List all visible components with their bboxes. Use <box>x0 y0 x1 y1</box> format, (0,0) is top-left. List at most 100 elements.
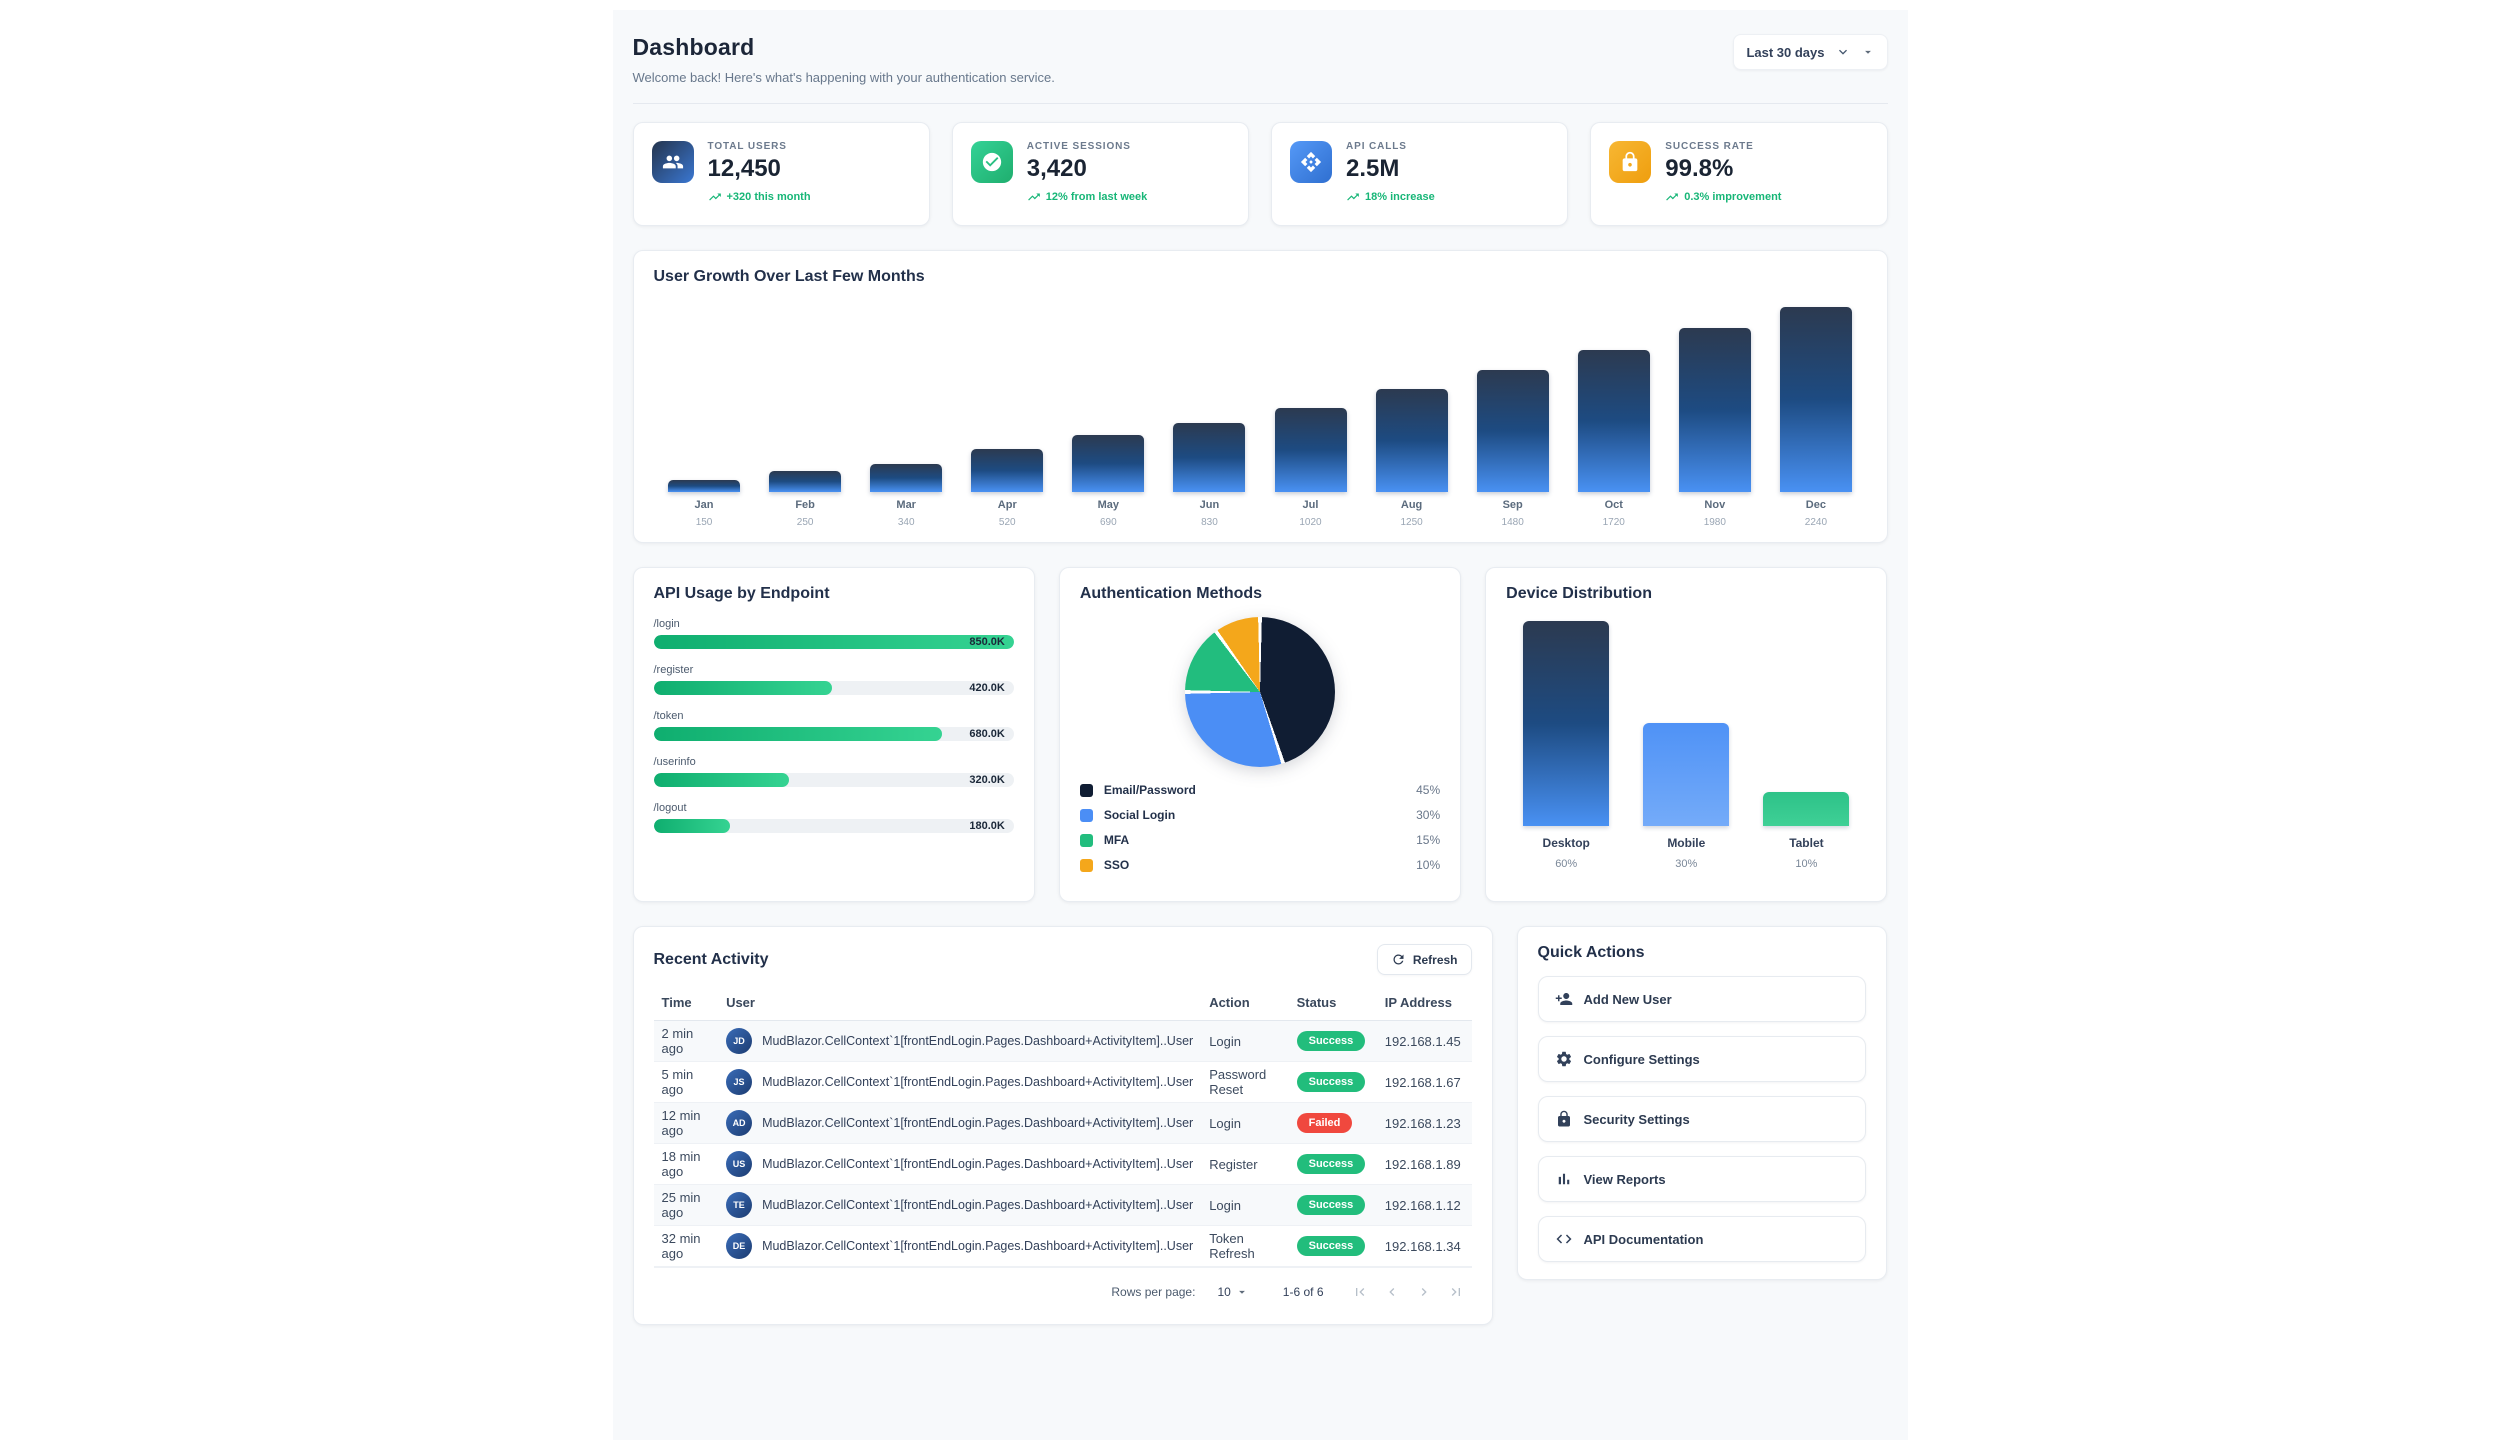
user-growth-card: User Growth Over Last Few Months Jan 150 F… <box>632 250 1888 543</box>
growth-bar <box>1072 435 1145 492</box>
chevron-left-icon <box>1388 1288 1394 1296</box>
table-row[interactable]: 2 min ago JD MudBlazor.CellContext`1[front… <box>653 1020 1472 1062</box>
cell-action: Register <box>1201 1143 1289 1185</box>
next-page-button[interactable] <box>1412 1280 1436 1304</box>
growth-bar-column <box>755 300 856 492</box>
api-endpoint-bar <box>653 773 790 787</box>
first-page-button[interactable] <box>1348 1280 1372 1304</box>
column-header-status: Status <box>1288 987 1377 1021</box>
status-badge: Success <box>1296 1154 1366 1174</box>
api-endpoint-track: 420.0K <box>653 681 1014 695</box>
quick-action-api-documentation[interactable]: API Documentation <box>1537 1216 1866 1262</box>
status-badge: Success <box>1296 1031 1366 1051</box>
quick-action-add-new-user[interactable]: Add New User <box>1537 976 1866 1022</box>
activity-table: Time User Action Status IP Address 2 min ago… <box>653 987 1472 1267</box>
device-label: Mobile 30% <box>1626 836 1746 870</box>
growth-axis-label: Jun 830 <box>1159 499 1260 528</box>
table-row[interactable]: 18 min ago US MudBlazor.CellContext`1[fron… <box>653 1143 1472 1185</box>
device-bar <box>1643 723 1730 826</box>
column-header-user: User <box>718 987 1202 1021</box>
device-distribution-title: Device Distribution <box>1506 585 1652 602</box>
growth-bar <box>1173 423 1246 492</box>
status-badge: Success <box>1296 1195 1366 1215</box>
user-name: MudBlazor.CellContext`1[frontEndLogin.Pa… <box>762 1034 1194 1048</box>
stat-trend: +320 this month <box>708 190 811 204</box>
column-header-action: Action <box>1201 987 1289 1021</box>
growth-axis-label: Apr 520 <box>957 499 1058 528</box>
cell-status: Success <box>1288 1061 1377 1103</box>
growth-month-label: Mar <box>896 499 916 511</box>
growth-value-label: 1720 <box>1602 517 1625 528</box>
growth-bar-column <box>1058 300 1159 492</box>
legend-swatch <box>1079 833 1093 847</box>
stat-card-body: ACTIVE SESSIONS 3,420 12% from last week <box>1027 141 1148 204</box>
cell-status: Success <box>1288 1143 1377 1185</box>
legend-percentage: 15% <box>1416 833 1441 847</box>
page-header-text: Dashboard Welcome back! Here's what's ha… <box>633 34 1055 85</box>
growth-month-label: Nov <box>1704 499 1726 511</box>
dashboard-page: Dashboard Welcome back! Here's what's ha… <box>612 10 1908 1440</box>
user-name: MudBlazor.CellContext`1[frontEndLogin.Pa… <box>762 1239 1194 1253</box>
growth-bar <box>668 480 741 492</box>
growth-bar <box>1678 328 1751 492</box>
api-endpoint-label: /token <box>653 710 684 722</box>
previous-page-button[interactable] <box>1380 1280 1404 1304</box>
page-header: Dashboard Welcome back! Here's what's ha… <box>632 34 1888 104</box>
cell-time: 5 min ago <box>653 1061 719 1103</box>
growth-month-label: Aug <box>1400 499 1423 511</box>
growth-axis-label: Dec 2240 <box>1765 499 1866 528</box>
table-row[interactable]: 25 min ago TE MudBlazor.CellContext`1[fron… <box>653 1184 1472 1226</box>
api-endpoint-label: /logout <box>653 802 687 814</box>
cell-action: Password Reset <box>1201 1061 1289 1103</box>
growth-value-label: 1250 <box>1400 517 1423 528</box>
user-name: MudBlazor.CellContext`1[frontEndLogin.Pa… <box>762 1116 1194 1130</box>
rows-per-page-select[interactable]: 10 <box>1217 1285 1248 1299</box>
last-page-button[interactable] <box>1444 1280 1468 1304</box>
legend-swatch <box>1079 858 1093 872</box>
table-row[interactable]: 32 min ago DE MudBlazor.CellContext`1[fron… <box>653 1225 1472 1267</box>
growth-bar <box>1779 307 1852 492</box>
cell-user: TE MudBlazor.CellContext`1[frontEndLogin.… <box>718 1184 1202 1226</box>
api-endpoint-value: 850.0K <box>969 636 1005 648</box>
column-header-ip-address: IP Address <box>1376 987 1472 1021</box>
date-range-select[interactable]: Last 30 days <box>1733 34 1888 70</box>
cell-time: 25 min ago <box>653 1184 719 1226</box>
cell-action: Token Refresh <box>1201 1225 1289 1267</box>
stat-trend: 0.3% improvement <box>1665 190 1781 204</box>
growth-value-label: 340 <box>897 517 915 528</box>
api-endpoint-row: /login 850.0K <box>653 618 1014 649</box>
refresh-button[interactable]: Refresh <box>1376 944 1472 975</box>
quick-action-view-reports[interactable]: View Reports <box>1537 1156 1866 1202</box>
device-name: Tablet <box>1789 836 1824 850</box>
growth-month-label: Oct <box>1604 499 1623 511</box>
stat-icon-badge <box>651 141 694 183</box>
avatar: US <box>726 1151 753 1177</box>
api-usage-title: API Usage by Endpoint <box>653 585 830 602</box>
quick-action-security-settings[interactable]: Security Settings <box>1537 1096 1866 1142</box>
api-endpoint-value: 420.0K <box>969 682 1005 694</box>
quick-action-label: Security Settings <box>1583 1111 1690 1127</box>
stat-trend: 12% from last week <box>1027 190 1147 204</box>
table-row[interactable]: 5 min ago JS MudBlazor.CellContext`1[front… <box>653 1061 1472 1103</box>
growth-axis-label: Sep 1480 <box>1462 499 1563 528</box>
api-endpoint-track: 320.0K <box>653 773 1014 787</box>
growth-bar <box>1274 408 1347 492</box>
table-row[interactable]: 12 min ago AD MudBlazor.CellContext`1[fron… <box>653 1102 1472 1144</box>
api-endpoint-row: /token 680.0K <box>653 710 1014 741</box>
bottom-row: Recent Activity Refresh Time User Action St… <box>632 926 1888 1325</box>
device-label: Desktop 60% <box>1506 836 1626 870</box>
cell-ip-address: 192.168.1.67 <box>1376 1061 1472 1103</box>
api-endpoint-value: 320.0K <box>969 774 1005 786</box>
recent-activity-card: Recent Activity Refresh Time User Action St… <box>632 926 1493 1325</box>
quick-action-configure-settings[interactable]: Configure Settings <box>1537 1036 1866 1082</box>
legend-percentage: 30% <box>1416 808 1441 822</box>
auth-methods-title: Authentication Methods <box>1079 585 1263 602</box>
cell-status: Failed <box>1288 1102 1377 1144</box>
user-cell: DE MudBlazor.CellContext`1[frontEndLogin.… <box>726 1233 1193 1259</box>
growth-axis-label: May 690 <box>1058 499 1159 528</box>
cell-ip-address: 192.168.1.12 <box>1376 1184 1472 1226</box>
growth-axis-label: Feb 250 <box>755 499 856 528</box>
api-endpoint-bar <box>653 819 730 833</box>
user-cell: JS MudBlazor.CellContext`1[frontEndLogin.… <box>726 1069 1193 1095</box>
stat-card: SUCCESS RATE 99.8% 0.3% improvement <box>1590 122 1888 226</box>
